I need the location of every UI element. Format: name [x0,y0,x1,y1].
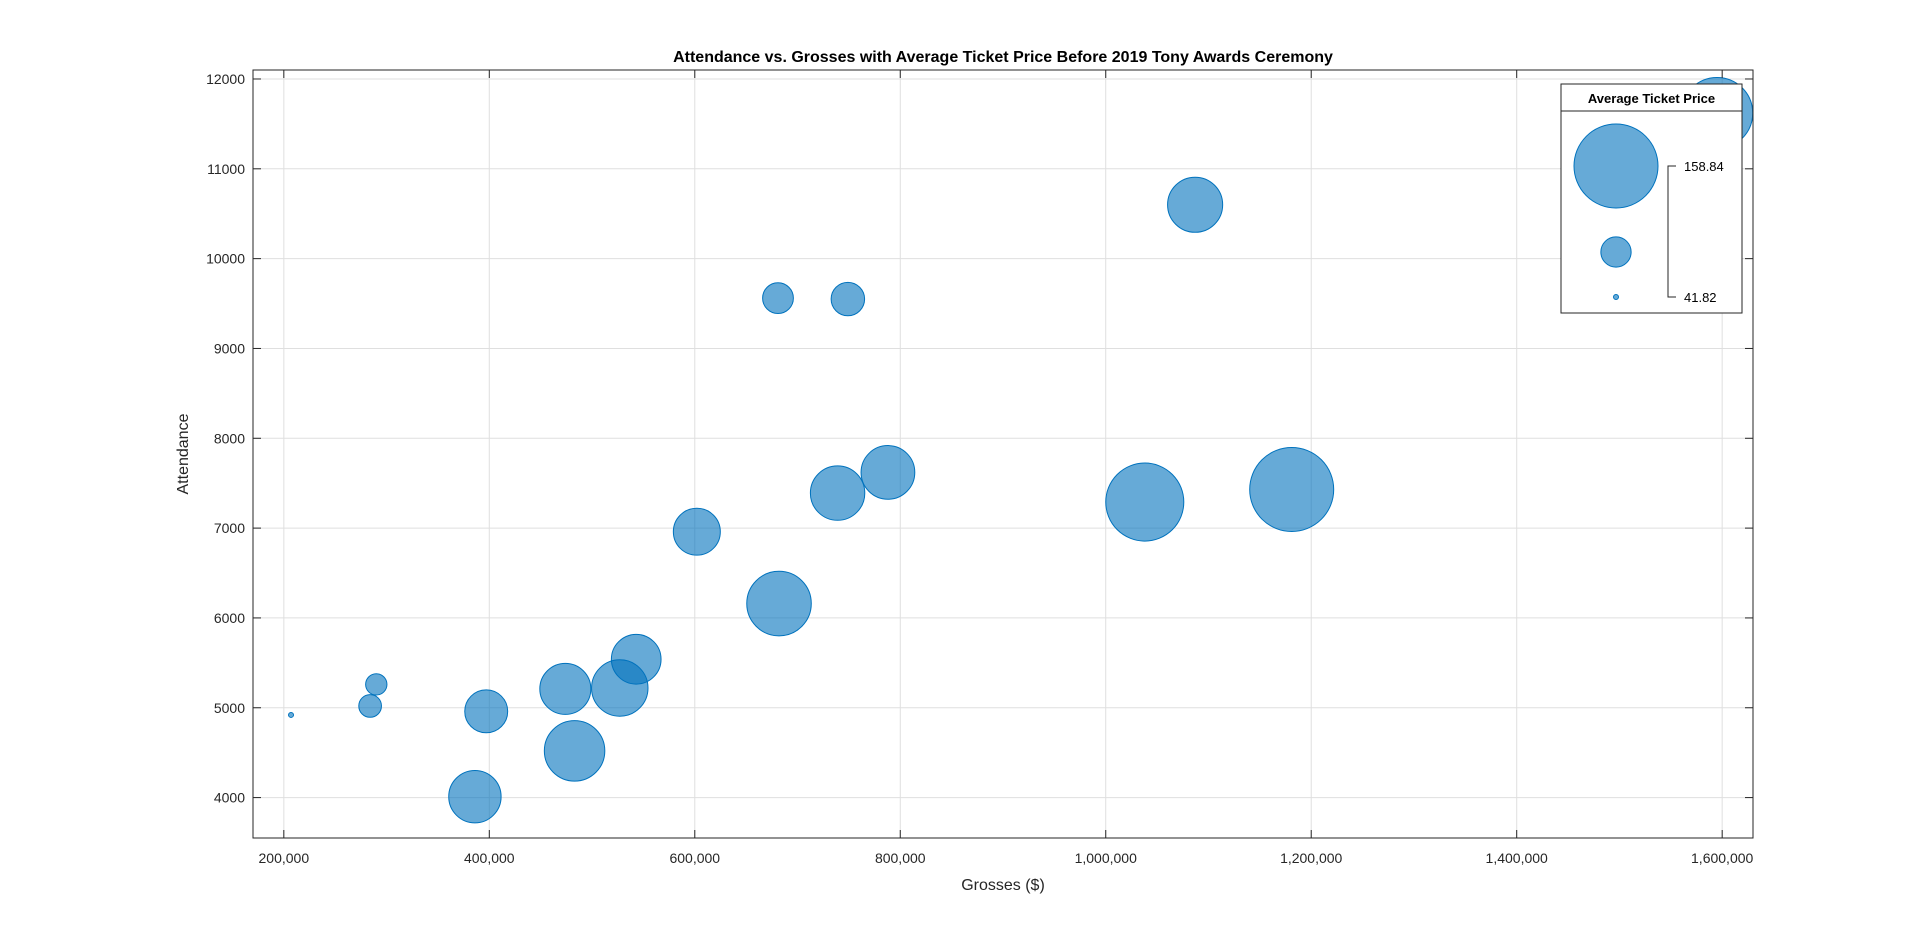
bubble-point [1249,446,1335,532]
y-axis-tick-labels: 4000 5000 6000 7000 8000 9000 10000 11000 12000 [206,71,245,806]
x-tick-label: 1,200,000 [1280,850,1342,866]
x-tick-label: 600,000 [669,850,720,866]
bubble-point [830,281,866,317]
x-tick-label: 1,400,000 [1486,850,1548,866]
bubble-point [610,633,662,685]
legend-title: Average Ticket Price [1588,91,1715,106]
legend-box [1560,83,1743,314]
legend-bubble-large [1573,123,1659,209]
bubble-point [288,711,295,718]
bubble-point [762,282,794,315]
x-tick-label: 400,000 [464,850,515,866]
bubble-point [746,570,812,637]
bubble-size-legend: Average Ticket Price 158.84 41.82 [1560,83,1743,314]
x-tick-label: 200,000 [259,850,310,866]
y-tick-label: 5000 [214,700,245,716]
bubble-point [448,769,502,824]
bubble-point [464,689,509,734]
x-tick-label: 800,000 [875,850,926,866]
y-axis-title: Attendance [175,413,192,494]
plot-area-frame [252,69,1754,839]
x-axis-tick-labels: 200,000 400,000 600,000 800,000 1,000,000 1,2… [259,850,1754,866]
bubble-point [539,662,592,715]
bubble-point [358,694,382,718]
bubble-point [365,673,388,696]
legend-size-bracket [1667,165,1676,298]
y-tick-label: 4000 [214,790,245,806]
bubble-point [672,507,721,556]
y-tick-label: 9000 [214,340,245,356]
grid-lines [253,70,1753,838]
bubble-point [809,465,866,521]
legend-max-label: 158.84 [1684,159,1724,174]
legend-bubble-small [1613,294,1619,300]
bubble-point [1167,176,1224,233]
y-tick-label: 7000 [214,520,245,536]
legend-min-label: 41.82 [1684,290,1717,305]
x-tick-label: 1,600,000 [1691,850,1753,866]
bubble-series [288,76,1753,824]
bubble-point [543,720,606,782]
legend-bubble-medium [1600,236,1632,268]
y-tick-label: 11000 [207,161,245,177]
y-tick-label: 8000 [214,430,245,446]
bubble-point [860,445,916,500]
y-tick-label: 12000 [206,71,245,87]
x-tick-label: 1,000,000 [1075,850,1137,866]
chart-title: Attendance vs. Grosses with Average Tick… [673,49,1333,66]
bubble-point [1105,462,1185,542]
y-tick-label: 6000 [214,610,245,626]
y-tick-label: 10000 [206,251,245,267]
x-axis-title: Grosses ($) [961,877,1045,894]
axis-ticks [253,70,1753,838]
